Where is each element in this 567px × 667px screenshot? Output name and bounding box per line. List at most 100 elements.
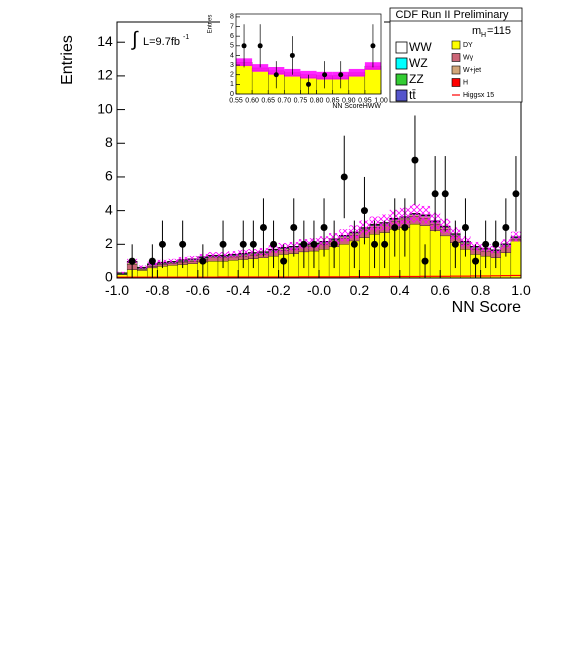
stack-segment <box>235 64 253 95</box>
stack-segment <box>510 240 522 279</box>
y-tick-label: 8 <box>230 14 234 21</box>
x-tick-label: 0.55 <box>229 97 243 104</box>
data-point <box>360 207 368 215</box>
data-point <box>128 257 136 265</box>
data-point <box>502 223 510 231</box>
x-tick-label: 0.70 <box>278 97 292 104</box>
legend-label: Wγ <box>463 54 474 61</box>
data-point <box>461 223 469 231</box>
legend-label: WZ <box>409 56 428 70</box>
data-point <box>290 223 298 231</box>
data-point <box>257 43 263 49</box>
y-tick-label: 5 <box>230 43 234 50</box>
x-tick-label: 1.00 <box>374 97 388 104</box>
y-tick-label: 1 <box>230 81 234 88</box>
data-point <box>199 257 207 265</box>
data-point <box>306 81 311 87</box>
inset-x-axis-title: NN ScoreHWW <box>332 103 381 110</box>
data-point <box>219 240 227 248</box>
legend-label: Higgsx 15 <box>463 92 494 99</box>
uncertainty-band <box>167 258 178 264</box>
x-tick-label: -1.0 <box>105 282 129 298</box>
data-point <box>239 240 247 248</box>
y-tick-label: 0 <box>105 269 113 285</box>
mass-subscript: H <box>481 32 486 39</box>
data-point <box>322 72 328 78</box>
data-point <box>340 173 348 181</box>
stack-segment <box>429 230 441 279</box>
data-point <box>371 240 379 248</box>
mass-value: =115 <box>487 25 511 37</box>
data-point <box>179 240 187 248</box>
data-point <box>482 240 490 248</box>
data-point <box>441 190 449 198</box>
data-point <box>451 240 459 248</box>
stack-segment <box>348 75 366 95</box>
uncertainty-band <box>187 255 198 262</box>
data-point <box>241 43 247 49</box>
data-point <box>401 223 409 231</box>
stack-segment <box>187 261 198 264</box>
stack-segment <box>440 235 451 279</box>
x-tick-label: 1.0 <box>511 282 531 298</box>
legend-swatch <box>451 78 461 87</box>
x-tick-label: 0.80 <box>310 97 324 104</box>
x-tick-label: -0.4 <box>226 282 250 298</box>
stack-segment <box>251 70 269 95</box>
mass-symbol: m <box>472 25 481 37</box>
data-point <box>270 240 278 248</box>
data-point <box>249 240 257 248</box>
stack-segment <box>207 257 219 262</box>
inset-y-axis-title: Entries <box>208 15 214 34</box>
y-tick-label: 6 <box>105 168 113 184</box>
data-point <box>330 240 338 248</box>
y-tick-label: 2 <box>105 235 113 251</box>
inset-plot: 0.55 0.60 0.65 0.70 0.75 0.80 0.85 0.90 0.95 1.00… <box>229 13 388 104</box>
uncertainty-band <box>409 203 420 223</box>
legend-label: W+jet <box>463 67 481 74</box>
y-tick-label: 3 <box>230 62 234 69</box>
y-tick-label: 10 <box>97 100 113 116</box>
stack-segment <box>167 265 178 279</box>
stack-segment <box>409 223 421 279</box>
legend-label: WW <box>409 40 432 54</box>
y-tick-label: 7 <box>230 23 234 30</box>
data-point <box>338 72 344 78</box>
uncertainty-band <box>510 231 521 242</box>
data-point <box>289 52 295 58</box>
uncertainty-band <box>348 68 365 77</box>
stack-segment <box>167 263 178 266</box>
legend-swatch <box>451 40 461 50</box>
uncertainty-band <box>207 252 218 259</box>
data-point <box>381 240 389 248</box>
data-point <box>391 223 399 231</box>
y-tick-label: 0 <box>230 91 234 98</box>
x-tick-label: 0.60 <box>245 97 259 104</box>
uncertainty-band <box>117 271 128 274</box>
data-point <box>280 257 288 265</box>
stack-segment <box>187 263 198 279</box>
luminosity: L=9.7fb <box>143 36 180 48</box>
data-point <box>350 240 358 248</box>
stack-segment <box>364 68 382 95</box>
chart-title: CDF Run II Preliminary <box>395 9 509 21</box>
x-tick-label: 0.6 <box>430 282 450 298</box>
data-point <box>431 190 439 198</box>
inset-background <box>220 6 384 110</box>
y-tick-label: 6 <box>230 33 234 40</box>
x-tick-label: 0.90 <box>342 97 356 104</box>
stack-segment <box>288 253 299 279</box>
data-point <box>310 240 318 248</box>
data-point <box>512 190 520 198</box>
y-tick-label: 14 <box>97 33 113 49</box>
x-tick-label: 0.75 <box>294 97 308 104</box>
x-axis-title: NN Score <box>452 299 521 316</box>
legend-label: ZZ <box>409 72 424 86</box>
stack-segment <box>227 260 239 279</box>
y-tick-label: 4 <box>230 52 234 59</box>
uncertainty-band <box>420 205 431 224</box>
y-axis-title: Entries <box>59 35 76 85</box>
